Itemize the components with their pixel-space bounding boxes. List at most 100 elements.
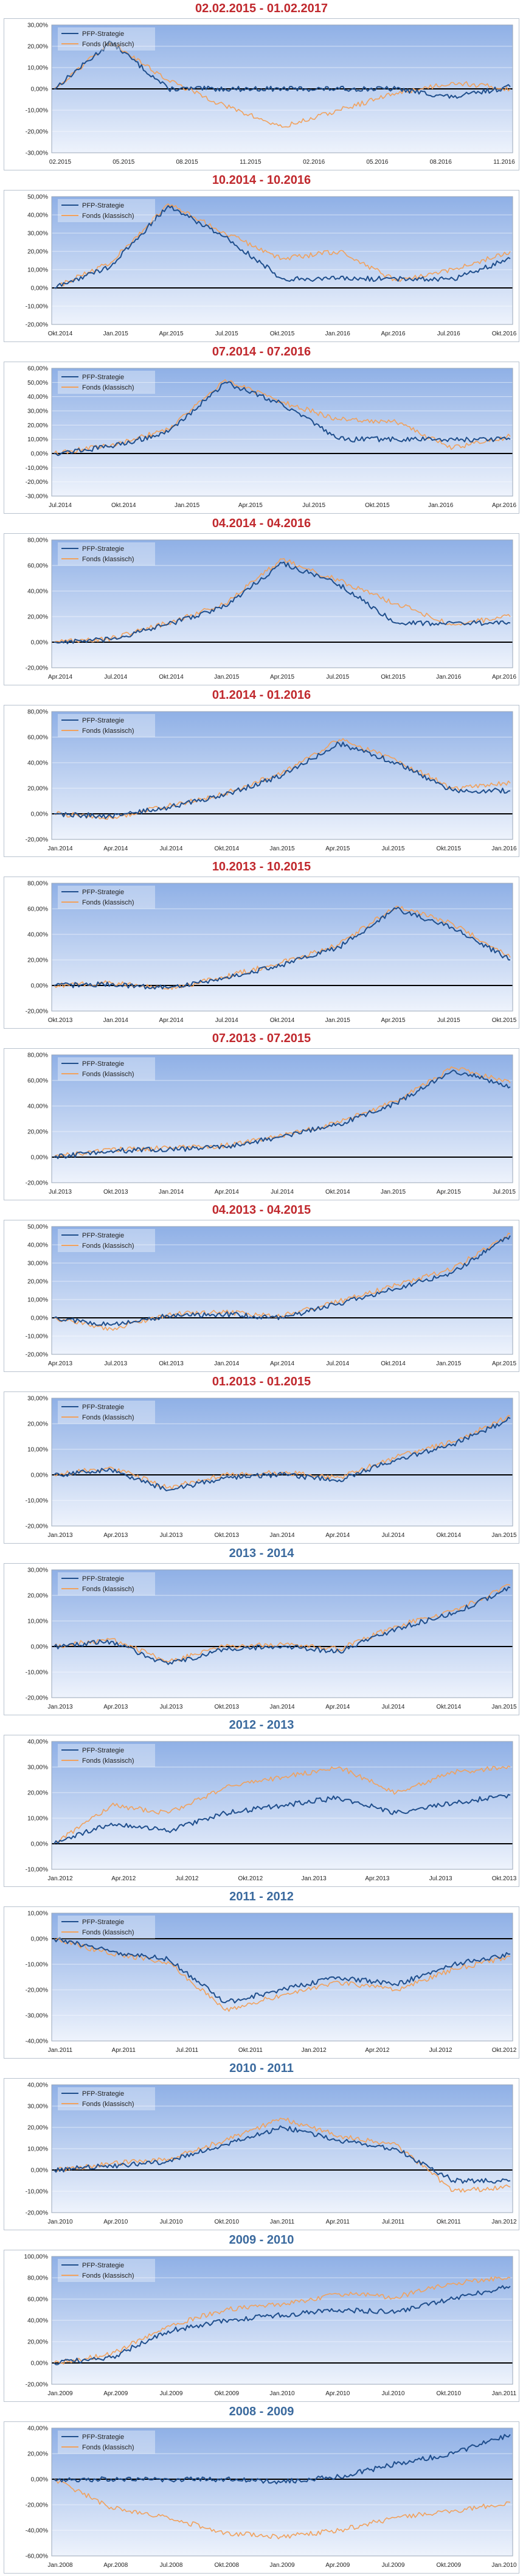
line-chart-svg: 10,00%0,00%-10,00%-20,00%-30,00%-40,00%J… xyxy=(26,1911,517,2054)
x-tick-label: Jan.2016 xyxy=(325,331,351,337)
y-tick-label: -10,00% xyxy=(26,304,48,310)
x-tick-label: Jan.2010 xyxy=(269,2390,295,2397)
x-tick-label: Jan.2015 xyxy=(491,1532,517,1539)
chart-section: 2012 - 2013 40,00% 30,00% 20,00% 10,00% 0,00%… xyxy=(0,1717,523,1888)
x-tick-label: Jan.2016 xyxy=(491,845,517,852)
legend-box xyxy=(58,27,155,51)
x-tick-label: Jul.2013 xyxy=(104,1360,127,1367)
chart-title: 2008 - 2009 xyxy=(229,2405,294,2418)
x-tick-label: Okt.2014 xyxy=(159,674,184,681)
y-tick-label: 0,00% xyxy=(31,2168,48,2174)
y-tick-label: 10,00% xyxy=(27,2146,48,2153)
x-tick-label: Jan.2011 xyxy=(492,2390,517,2397)
x-tick-label: Jul.2015 xyxy=(382,845,405,852)
x-tick-label: Okt.2015 xyxy=(492,1017,517,1024)
x-tick-label: Apr.2015 xyxy=(325,845,350,852)
y-tick-label: 20,00% xyxy=(27,1790,48,1797)
legend-box xyxy=(58,542,155,565)
plot-border xyxy=(51,1398,513,1527)
line-chart-svg: 40,00% 20,00% 0,00% -20,00% -40,00% -60,00% Ja… xyxy=(26,2426,517,2569)
plot-border xyxy=(51,1913,513,2042)
x-tick-label: Jul.2010 xyxy=(382,2390,405,2397)
x-tick-label: Jan.2015 xyxy=(325,1017,351,1024)
y-tick-label: 20,00% xyxy=(27,2125,48,2132)
x-tick-label: Jul.2012 xyxy=(176,1875,199,1882)
chart-section: 07.2013 - 07.2015 80,00% 60,00% 40,00% 20,00… xyxy=(0,1030,523,1202)
legend-box xyxy=(58,1057,155,1080)
x-tick-label: Apr.2010 xyxy=(325,2390,350,2397)
y-tick-label: 40,00% xyxy=(27,212,48,219)
legend-label-fund: Fonds (klassisch) xyxy=(82,556,134,563)
y-tick-label: 10,00% xyxy=(27,1297,48,1304)
x-tick-label: Jul.2008 xyxy=(160,2562,183,2569)
x-tick-label: Okt.2011 xyxy=(238,2047,263,2054)
x-tick-label: Okt.2014 xyxy=(325,1189,350,1195)
chart-panel: 30,00% 20,00% 10,00% 0,00% -10,00% -20,00% -30… xyxy=(4,18,519,170)
legend-label-strategy: PFP-Strategie xyxy=(82,889,124,896)
chart-panel: 30,00% 20,00% 10,00% 0,00% -10,00% -20,00% Jan… xyxy=(4,1563,519,1715)
y-tick-label: -20,00% xyxy=(26,2502,48,2509)
legend: PFP-Strategie Fonds (klassisch) xyxy=(58,886,155,909)
y-tick-label: -20,00% xyxy=(26,837,48,844)
y-tick-label: -20,00% xyxy=(26,1695,48,1702)
x-tick-label: Apr.2015 xyxy=(437,1189,461,1195)
y-tick-label: 30,00% xyxy=(27,1261,48,1267)
chart-panel: 50,00% 40,00% 30,00% 20,00% 10,00% 0,00% -10,0… xyxy=(4,1220,519,1372)
x-tick-label: Jul.2014 xyxy=(271,1189,294,1195)
series-line-fund xyxy=(54,1066,511,1158)
y-tick-label: -10,00% xyxy=(26,1867,48,1874)
legend-label-fund: Fonds (klassisch) xyxy=(82,384,134,391)
y-tick-label: 10,00% xyxy=(27,267,48,274)
plot-border xyxy=(51,1741,513,1870)
chart-title: 2009 - 2010 xyxy=(229,2233,294,2247)
y-tick-label: 0,00% xyxy=(31,86,48,93)
legend-box xyxy=(58,199,155,222)
y-tick-label: -20,00% xyxy=(26,2210,48,2217)
chart-panel: 40,00% 30,00% 20,00% 10,00% 0,00% -10,00% -20,… xyxy=(4,2078,519,2230)
legend: PFP-Strategie Fonds (klassisch) xyxy=(58,1401,155,1424)
line-chart-svg: 30,00% 20,00% 10,00% 0,00% -10,00% -20,00% -30… xyxy=(26,23,515,166)
y-tick-label: 10,00% xyxy=(27,65,48,72)
series-line-fund xyxy=(54,2479,511,2539)
x-tick-label: Apr.2015 xyxy=(270,674,294,681)
x-tick-label: Jan.2013 xyxy=(47,1532,73,1539)
y-tick-label: -20,00% xyxy=(26,2382,48,2389)
y-tick-label: 60,00% xyxy=(27,563,48,570)
y-tick-label: 50,00% xyxy=(27,380,48,387)
x-tick-label: Jul.2011 xyxy=(382,2219,405,2225)
y-tick-label: -30,00% xyxy=(26,2013,48,2020)
series-line-fund xyxy=(54,906,511,990)
x-tick-label: Jul.2014 xyxy=(382,1532,405,1539)
legend-label-strategy: PFP-Strategie xyxy=(82,1747,124,1754)
y-tick-label: 60,00% xyxy=(27,1078,48,1085)
y-tick-label: 40,00% xyxy=(27,2426,48,2432)
legend: PFP-Strategie Fonds (klassisch) xyxy=(58,714,155,737)
x-tick-label: Jan.2012 xyxy=(491,2219,517,2225)
chart-section: 10.2013 - 10.2015 80,00% 60,00% 40,00% 20,00… xyxy=(0,858,523,1030)
series-line-strategy xyxy=(54,205,511,289)
legend-box xyxy=(58,1401,155,1424)
chart-title: 2010 - 2011 xyxy=(229,2062,294,2075)
chart-title: 01.2013 - 01.2015 xyxy=(212,1375,311,1388)
chart-title: 01.2014 - 01.2016 xyxy=(212,688,311,702)
chart-panel: 80,00% 60,00% 40,00% 20,00% 0,00% -20,00% Okt.… xyxy=(4,877,519,1029)
chart-section: 2010 - 2011 40,00% 30,00% 20,00% 10,00% 0,00%… xyxy=(0,2060,523,2231)
x-tick-label: Jul.2015 xyxy=(493,1189,516,1195)
line-chart-svg: 80,00%60,00%40,00%20,00%0,00%-20,00%Okt.… xyxy=(26,881,517,1024)
y-tick-label: -20,00% xyxy=(26,322,48,329)
x-tick-label: Apr.2013 xyxy=(103,1704,128,1710)
x-tick-label: Okt.2015 xyxy=(365,502,390,509)
plot-area xyxy=(52,540,513,668)
legend-label-fund: Fonds (klassisch) xyxy=(82,2272,134,2280)
y-tick-label: 0,00% xyxy=(31,2477,48,2483)
chart-panel: 40,00% 30,00% 20,00% 10,00% 0,00% -10,00% Jan.… xyxy=(4,1735,519,1887)
legend-box xyxy=(58,1572,155,1595)
legend-label-strategy: PFP-Strategie xyxy=(82,1232,124,1239)
x-tick-label: Jul.2015 xyxy=(215,331,238,337)
series-line-fund xyxy=(54,1233,511,1331)
line-chart-svg: 80,00%60,00%40,00%20,00%0,00%-20,00%Apr.… xyxy=(26,537,517,681)
y-tick-label: 10,00% xyxy=(27,1911,48,1917)
x-tick-label: Okt.2014 xyxy=(381,1360,406,1367)
x-tick-label: Jan.2010 xyxy=(47,2219,73,2225)
x-tick-label: Apr.2011 xyxy=(112,2047,136,2054)
